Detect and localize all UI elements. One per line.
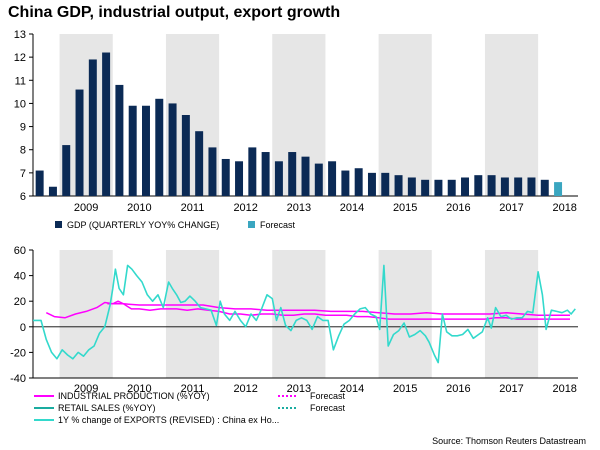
- x-tick-label: 2018: [552, 202, 576, 214]
- gdp-bar: [474, 175, 483, 196]
- gdp-bar: [221, 158, 230, 196]
- gdp-bar: [328, 161, 337, 196]
- gdp-bar: [527, 177, 536, 196]
- gdp-bar: [514, 177, 523, 196]
- year-band: [165, 250, 220, 378]
- legend-label: 1Y % change of EXPORTS (REVISED) : China…: [58, 415, 279, 425]
- gdp-bar: [208, 147, 217, 196]
- gdp-bar: [407, 177, 416, 196]
- legend-label: Forecast: [310, 391, 346, 401]
- y-tick-label: -40: [10, 373, 26, 385]
- x-tick-label: 2017: [499, 202, 523, 214]
- gdp-bar: [261, 152, 270, 196]
- legend-label: RETAIL SALES (%YOY): [58, 403, 156, 413]
- x-tick-label: 2011: [181, 383, 205, 395]
- y-tick-label: 0: [20, 322, 26, 334]
- y-tick-label: 6: [20, 191, 26, 203]
- y-tick-label: -20: [10, 347, 26, 359]
- year-band: [484, 34, 539, 196]
- year-band: [378, 34, 432, 196]
- gdp-bar: [181, 115, 190, 196]
- y-tick-label: 10: [14, 98, 26, 110]
- gdp-bar: [235, 161, 244, 196]
- gdp-bar: [394, 175, 403, 196]
- x-tick-label: 2015: [393, 202, 417, 214]
- legend-label: Forecast: [310, 403, 346, 413]
- gdp-bar: [434, 179, 443, 196]
- gdp-bar: [48, 186, 57, 196]
- gdp-bar: [447, 179, 456, 196]
- gdp-bar: [128, 105, 137, 196]
- gdp-bar: [62, 145, 71, 196]
- gdp-bar: [248, 147, 257, 196]
- x-tick-label: 2012: [233, 383, 257, 395]
- x-tick-label: 2011: [181, 202, 205, 214]
- gdp-bar: [314, 163, 323, 196]
- x-tick-label: 2018: [552, 383, 576, 395]
- gdp-bar-chart: 6 7 8 9 10 11 12 13 2009 2010 2011 2012 2013 2014 2015…: [14, 29, 578, 230]
- gdp-bar: [35, 170, 44, 196]
- x-tick-label: 2016: [446, 383, 470, 395]
- gdp-bar: [381, 172, 390, 196]
- growth-line-chart: -40 -20 0 20 40 60 2009 2010 2011 2012 2013 2014 201…: [10, 245, 578, 425]
- y-tick-label: 7: [20, 168, 26, 180]
- y-tick-label: 12: [14, 52, 26, 64]
- y-tick-label: 9: [20, 122, 26, 134]
- gdp-bar: [274, 161, 283, 196]
- gdp-bar: [288, 152, 297, 196]
- y-tick-label: 11: [15, 75, 26, 87]
- x-tick-label: 2013: [287, 202, 311, 214]
- gdp-bar: [115, 84, 124, 196]
- y-tick-label: 8: [20, 145, 26, 157]
- exports-line: [33, 264, 576, 364]
- gdp-bar: [168, 103, 177, 196]
- y-tick-label: 40: [14, 271, 26, 283]
- gdp-bar: [195, 131, 204, 196]
- gdp-bar: [75, 89, 84, 196]
- legend-label: GDP (QUARTERLY YOY% CHANGE): [67, 220, 219, 230]
- year-band: [59, 250, 113, 378]
- gdp-bar: [354, 168, 363, 196]
- forecast-bar: [554, 182, 563, 196]
- x-tick-label: 2009: [74, 202, 98, 214]
- gdp-bar: [102, 52, 111, 197]
- gdp-bar: [301, 156, 310, 196]
- x-tick-label: 2009: [74, 383, 98, 395]
- gdp-bar: [500, 177, 509, 196]
- x-tick-label: 2017: [499, 383, 523, 395]
- x-tick-label: 2010: [127, 383, 151, 395]
- chart-title: China GDP, industrial output, export gro…: [8, 4, 341, 21]
- gdp-bar: [155, 98, 164, 196]
- legend-swatch-gdp: [55, 221, 62, 228]
- retail-sales-line: [107, 303, 570, 317]
- x-tick-label: 2013: [287, 383, 311, 395]
- x-tick-label: 2016: [446, 202, 470, 214]
- x-tick-label: 2014: [340, 202, 364, 214]
- gdp-bar: [88, 59, 97, 197]
- legend-swatch-forecast: [248, 221, 255, 228]
- y-tick-label: 20: [14, 296, 26, 308]
- source-note: Source: Thomson Reuters Datastream: [432, 436, 586, 446]
- y-tick-label: 60: [14, 245, 26, 257]
- gdp-bar: [341, 170, 350, 196]
- gdp-bar: [461, 177, 469, 196]
- gdp-bar: [142, 105, 150, 196]
- y-tick-label: 13: [14, 29, 26, 41]
- gdp-bar: [421, 179, 430, 196]
- x-tick-label: 2010: [127, 202, 151, 214]
- x-tick-label: 2015: [393, 383, 417, 395]
- gdp-bar: [540, 179, 549, 196]
- legend-label: Forecast: [260, 220, 296, 230]
- gdp-bar: [487, 175, 496, 196]
- gdp-bar: [367, 172, 376, 196]
- x-tick-label: 2012: [233, 202, 257, 214]
- legend-label: INDUSTRIAL PRODUCTION (%YOY): [58, 391, 210, 401]
- industrial-production-line: [45, 300, 570, 320]
- x-tick-label: 2014: [340, 383, 364, 395]
